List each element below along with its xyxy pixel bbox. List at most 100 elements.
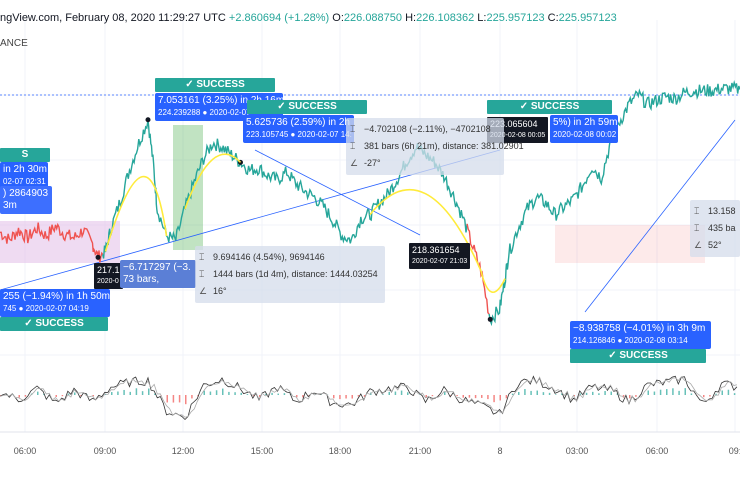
range-icon: ⌶ bbox=[199, 252, 205, 262]
oscillator-bar bbox=[37, 391, 39, 395]
oscillator-bar bbox=[419, 394, 421, 395]
callout-6: −6.717297 (−3. 73 bars, bbox=[120, 260, 196, 288]
oscillator-bar bbox=[141, 391, 144, 395]
range-shade-mid bbox=[173, 125, 203, 250]
oscillator-bar bbox=[259, 395, 261, 397]
x-tick-label: 21:00 bbox=[408, 446, 432, 456]
oscillator-bar bbox=[524, 389, 526, 395]
oscillator-bar bbox=[74, 392, 76, 395]
oscillator-bar bbox=[265, 393, 267, 395]
success-badge-4: ✓ SUCCESS bbox=[487, 100, 612, 114]
pattern-arc bbox=[480, 270, 506, 293]
oscillator-bar bbox=[277, 393, 279, 395]
header-open: 226.088750 bbox=[343, 12, 403, 24]
oscillator-bar bbox=[154, 393, 156, 395]
symbol-tail: ANCE bbox=[0, 38, 28, 49]
trend-line-3 bbox=[584, 119, 736, 313]
oscillator-line bbox=[0, 375, 738, 421]
x-tick-label: 12:00 bbox=[171, 446, 195, 456]
pivot-point bbox=[95, 254, 101, 260]
oscillator-bar bbox=[339, 395, 341, 400]
oscillator-bar bbox=[456, 395, 458, 397]
oscillator-bar bbox=[647, 390, 649, 395]
oscillator-bar bbox=[733, 393, 736, 395]
oscillator-bar bbox=[536, 390, 538, 395]
oscillator-bar bbox=[67, 393, 70, 395]
oscillator-bar bbox=[505, 395, 508, 399]
bars-icon: ⌶ bbox=[694, 223, 700, 233]
oscillator-bar bbox=[703, 395, 705, 398]
oscillator-bar bbox=[462, 395, 464, 398]
oscillator-bar bbox=[511, 393, 514, 395]
bars-icon: ⌶ bbox=[350, 141, 356, 151]
range-shade-right bbox=[555, 225, 705, 263]
oscillator-bar bbox=[209, 391, 212, 395]
oscillator-bar bbox=[228, 391, 230, 395]
header-high: 226.108362 bbox=[416, 12, 475, 24]
success-badge-3: ✓ SUCCESS bbox=[247, 100, 367, 114]
oscillator-bar bbox=[592, 391, 594, 395]
oscillator-bar bbox=[727, 389, 730, 395]
oscillator-bar bbox=[302, 395, 304, 398]
oscillator-bar bbox=[357, 395, 360, 397]
oscillator-bar bbox=[92, 395, 94, 397]
oscillator-bar bbox=[24, 395, 27, 397]
pattern-arc bbox=[104, 175, 168, 252]
oscillator-bar bbox=[493, 395, 495, 403]
oscillator-bar bbox=[715, 393, 717, 395]
x-tick-label: 18:00 bbox=[328, 446, 352, 456]
oscillator-bar bbox=[585, 392, 588, 395]
oscillator-bar bbox=[388, 391, 390, 395]
bars-icon: ⌶ bbox=[199, 269, 205, 279]
x-tick-label: 15:00 bbox=[250, 446, 274, 456]
oscillator-bar bbox=[548, 392, 551, 395]
oscillator-bar bbox=[172, 395, 175, 403]
header-source: ngView.com, February 08, 2020 11:29:27 U… bbox=[0, 12, 226, 24]
header-low: 225.957123 bbox=[486, 12, 545, 24]
oscillator-bar bbox=[474, 395, 477, 399]
oscillator-bar bbox=[659, 389, 662, 395]
range-shade-left bbox=[0, 221, 120, 263]
oscillator-bar bbox=[635, 395, 637, 397]
oscillator-bar bbox=[296, 395, 298, 398]
x-tick-label: 8 bbox=[497, 446, 503, 456]
oscillator-bar bbox=[431, 395, 434, 397]
oscillator-bar bbox=[283, 393, 286, 395]
oscillator-bar bbox=[271, 392, 273, 395]
success-badge-7: ✓ SUCCESS bbox=[570, 349, 706, 363]
oscillator-bar bbox=[425, 395, 427, 398]
pivot-label-218: 218.361654 2020-02-07 21:03 bbox=[409, 243, 471, 269]
oscillator-bar bbox=[345, 395, 347, 399]
oscillator-bar bbox=[191, 395, 193, 399]
oscillator-bar bbox=[148, 388, 150, 395]
pivot-label-217: 217.1 2020-0 bbox=[94, 263, 123, 289]
pivot-point bbox=[487, 316, 493, 322]
oscillator-bar bbox=[487, 395, 489, 400]
angle-icon: ∠ bbox=[199, 286, 208, 296]
success-badge-1: S bbox=[0, 148, 50, 162]
oscillator-bar bbox=[629, 395, 631, 399]
x-tick-label: 06:00 bbox=[13, 446, 37, 456]
callout-3: 5.625736 (2.59%) in 2h 223.105745 ● 2020-… bbox=[243, 115, 354, 143]
oscillator-bar bbox=[579, 393, 582, 395]
oscillator-bar bbox=[0, 395, 2, 396]
oscillator-bar bbox=[653, 391, 656, 395]
oscillator-bar bbox=[561, 393, 563, 395]
oscillator-bar bbox=[111, 392, 113, 395]
oscillator-bar bbox=[117, 391, 119, 395]
oscillator-bar bbox=[573, 395, 575, 397]
trend-line-2 bbox=[254, 149, 421, 236]
oscillator-bar bbox=[684, 388, 686, 395]
oscillator-bar bbox=[542, 392, 545, 395]
pattern-arc bbox=[184, 153, 242, 210]
oscillator-bar bbox=[222, 388, 224, 395]
oscillator-bar bbox=[351, 395, 353, 399]
oscillator-bar bbox=[690, 393, 693, 395]
oscillator-bar bbox=[468, 395, 471, 398]
callout-7: −8.938758 (−4.01%) in 3h 9m 214.126846 ● … bbox=[570, 321, 711, 349]
oscillator-bar bbox=[604, 391, 606, 395]
oscillator-bar bbox=[215, 390, 218, 395]
oscillator-bar bbox=[721, 390, 723, 395]
oscillator-bar bbox=[234, 392, 236, 395]
